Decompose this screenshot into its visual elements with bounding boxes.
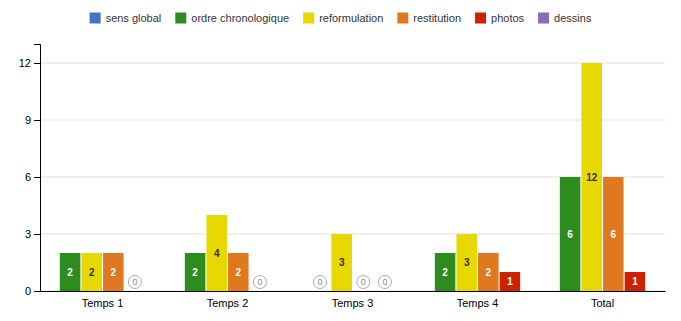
bar — [560, 177, 581, 291]
y-tick-label: 6 — [25, 171, 31, 183]
data-label: 2 — [442, 267, 448, 278]
y-tick-label: 12 — [19, 57, 31, 69]
x-tick-label: Temps 4 — [457, 297, 499, 309]
data-label: 0 — [361, 277, 366, 287]
legend-label: dessins — [554, 12, 592, 24]
data-label: 2 — [236, 267, 242, 278]
data-label: 0 — [318, 277, 323, 287]
data-label: 12 — [586, 172, 598, 183]
legend-label: sens global — [106, 12, 162, 24]
y-tick: 12 — [19, 57, 40, 69]
y-tick-label: 3 — [25, 228, 31, 240]
y-tick-mark — [34, 177, 40, 178]
y-axis-line — [34, 45, 41, 292]
y-tick-mark — [34, 234, 40, 235]
x-tick-label: Temps 2 — [207, 297, 249, 309]
data-label: 1 — [507, 276, 513, 287]
y-tick: 9 — [25, 114, 40, 126]
grid-line — [40, 120, 665, 121]
bar — [500, 272, 521, 291]
data-label: 0 — [382, 277, 387, 287]
data-label: 3 — [464, 257, 470, 268]
zero-marker — [378, 276, 391, 289]
bar — [228, 253, 249, 291]
chart: 036912220262433122202600011Temps 1Temps … — [0, 0, 681, 321]
bar — [625, 272, 646, 291]
zero-marker — [128, 276, 141, 289]
bar — [603, 177, 624, 291]
x-tick: Total — [591, 297, 614, 309]
data-label: 6 — [611, 229, 617, 240]
y-tick-label: 9 — [25, 114, 31, 126]
legend-label: restitution — [413, 12, 461, 24]
data-label: 2 — [486, 267, 492, 278]
data-label: 3 — [339, 257, 345, 268]
x-tick-label: Temps 3 — [332, 297, 374, 309]
data-label: 2 — [67, 267, 73, 278]
data-labels: 2 2 0 2 6 2 4 3 3 12 2 2 0 2 6 0 0 0 1 1 — [67, 172, 638, 288]
bar — [185, 253, 206, 291]
data-label: 1 — [632, 276, 638, 287]
x-tick: Temps 1 — [82, 297, 124, 309]
x-tick: Temps 3 — [332, 297, 374, 309]
legend-swatch — [90, 13, 101, 24]
legend-item: dessins — [538, 12, 592, 24]
data-label: 0 — [257, 277, 262, 287]
data-label: 2 — [192, 267, 198, 278]
bar — [581, 63, 602, 291]
zero-marker — [314, 276, 327, 289]
legend-label: reformulation — [319, 12, 383, 24]
grid — [40, 63, 665, 291]
y-tick: 6 — [25, 171, 40, 183]
legend-item: photos — [475, 12, 525, 24]
y-tick-mark — [34, 291, 40, 292]
data-label: 4 — [214, 248, 220, 259]
bar — [60, 253, 81, 291]
legend-label: photos — [491, 12, 525, 24]
x-axis: Temps 1 Temps 2 Temps 3 Temps 4 Total — [41, 292, 666, 309]
chart-container: 036912220262433122202600011Temps 1Temps … — [0, 0, 681, 321]
data-label: 6 — [567, 229, 573, 240]
legend-swatch — [538, 13, 549, 24]
x-tick-label: Total — [591, 297, 614, 309]
bar — [81, 253, 102, 291]
bar — [435, 253, 456, 291]
legend-item: reformulation — [303, 12, 383, 24]
legend-item: restitution — [397, 12, 461, 24]
legend-swatch — [175, 13, 186, 24]
bar — [478, 253, 499, 291]
bar — [331, 234, 352, 291]
bar — [456, 234, 477, 291]
legend: sens global ordre chronologique reformulat… — [90, 12, 592, 24]
x-tick: Temps 4 — [457, 297, 499, 309]
x-tick-label: Temps 1 — [82, 297, 124, 309]
legend-swatch — [397, 13, 408, 24]
y-tick-mark — [34, 63, 40, 64]
bars — [60, 63, 645, 291]
x-tick: Temps 2 — [207, 297, 249, 309]
legend-swatch — [303, 13, 314, 24]
bar — [206, 215, 227, 291]
y-tick-label: 0 — [25, 285, 31, 297]
y-tick: 0 — [25, 285, 40, 297]
legend-label: ordre chronologique — [191, 12, 289, 24]
legend-item: sens global — [90, 12, 162, 24]
y-axis: 0 3 6 9 12 — [19, 45, 41, 298]
legend-swatch — [475, 13, 486, 24]
data-label: 2 — [111, 267, 117, 278]
data-label: 0 — [132, 277, 137, 287]
legend-item: ordre chronologique — [175, 12, 289, 24]
grid-line — [40, 63, 665, 64]
zero-marker — [357, 276, 370, 289]
x-axis-line — [41, 291, 666, 292]
bar — [103, 253, 124, 291]
y-tick: 3 — [25, 228, 40, 240]
data-label: 2 — [89, 267, 95, 278]
y-tick-mark — [34, 120, 40, 121]
zero-marker — [253, 276, 266, 289]
